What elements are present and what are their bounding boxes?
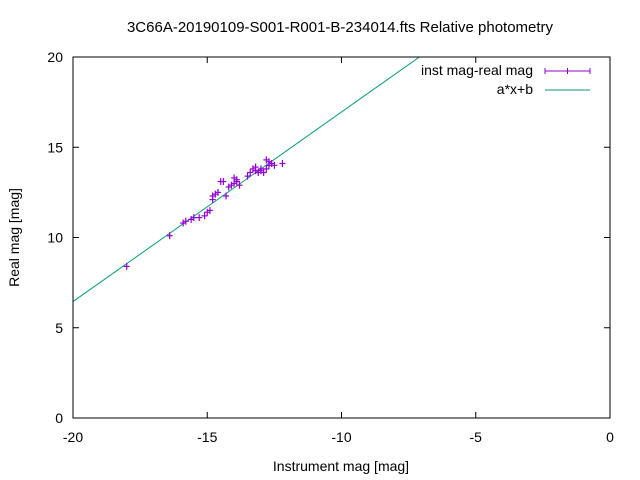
legend: inst mag-real mag a*x+b (421, 62, 591, 97)
data-point (190, 214, 197, 222)
data-point (214, 188, 221, 196)
legend-label-series-1: inst mag-real mag (421, 62, 533, 78)
x-tick-label: -10 (331, 429, 351, 445)
data-point (263, 165, 270, 173)
data-point (182, 217, 189, 225)
legend-swatch-series-1 (544, 68, 591, 74)
data-point (279, 159, 286, 167)
data-point (206, 206, 213, 214)
y-tick-label: 5 (55, 320, 63, 336)
legend-label-series-2: a*x+b (497, 81, 533, 97)
y-tick-label: 15 (47, 139, 63, 155)
y-tick-label: 20 (47, 49, 63, 65)
data-point (247, 169, 254, 177)
y-tick-label: 0 (55, 410, 63, 426)
data-point (244, 172, 251, 180)
x-tick-label: -5 (470, 429, 483, 445)
data-point (223, 192, 230, 200)
data-point (271, 161, 278, 169)
x-tick-label: -15 (197, 429, 217, 445)
x-tick-label: -20 (63, 429, 83, 445)
data-point (236, 181, 243, 189)
data-point (233, 176, 240, 184)
y-tick-label: 10 (47, 230, 63, 246)
plot-frame (72, 56, 611, 419)
data-point (257, 165, 264, 173)
chart-title: 3C66A-20190109-S001-R001-B-234014.fts Re… (127, 19, 554, 36)
x-axis-label: Instrument mag [mag] (273, 458, 409, 474)
fit-line (72, 56, 420, 302)
x-tick-label: 0 (606, 429, 614, 445)
data-point (220, 178, 227, 186)
y-axis-label: Real mag [mag] (6, 188, 22, 287)
data-point (201, 212, 208, 220)
data-point (252, 163, 259, 171)
data-point (196, 214, 203, 222)
data-point (260, 169, 267, 177)
data-point (123, 262, 130, 270)
data-point (166, 232, 173, 240)
